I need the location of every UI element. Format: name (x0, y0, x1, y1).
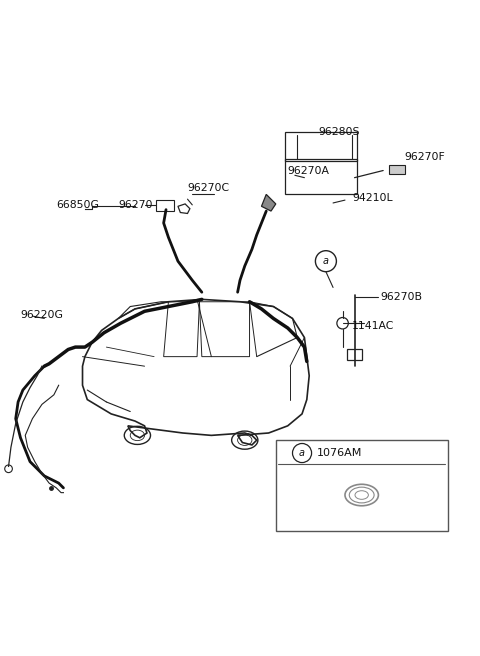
Text: 96280S: 96280S (319, 127, 360, 137)
FancyBboxPatch shape (389, 165, 405, 174)
Text: 96270A: 96270A (288, 167, 330, 176)
Text: 96270F: 96270F (405, 152, 445, 162)
Text: 96270B: 96270B (381, 292, 423, 302)
Text: 66850G: 66850G (56, 200, 99, 211)
Text: 1141AC: 1141AC (352, 321, 395, 331)
Text: a: a (299, 448, 305, 458)
Text: 96270C: 96270C (188, 183, 229, 193)
Text: 96270: 96270 (118, 200, 153, 210)
Text: a: a (323, 256, 329, 266)
Text: 94210L: 94210L (352, 193, 393, 203)
Polygon shape (262, 194, 276, 211)
Text: 1076AM: 1076AM (316, 448, 362, 458)
Text: 96220G: 96220G (21, 310, 63, 320)
